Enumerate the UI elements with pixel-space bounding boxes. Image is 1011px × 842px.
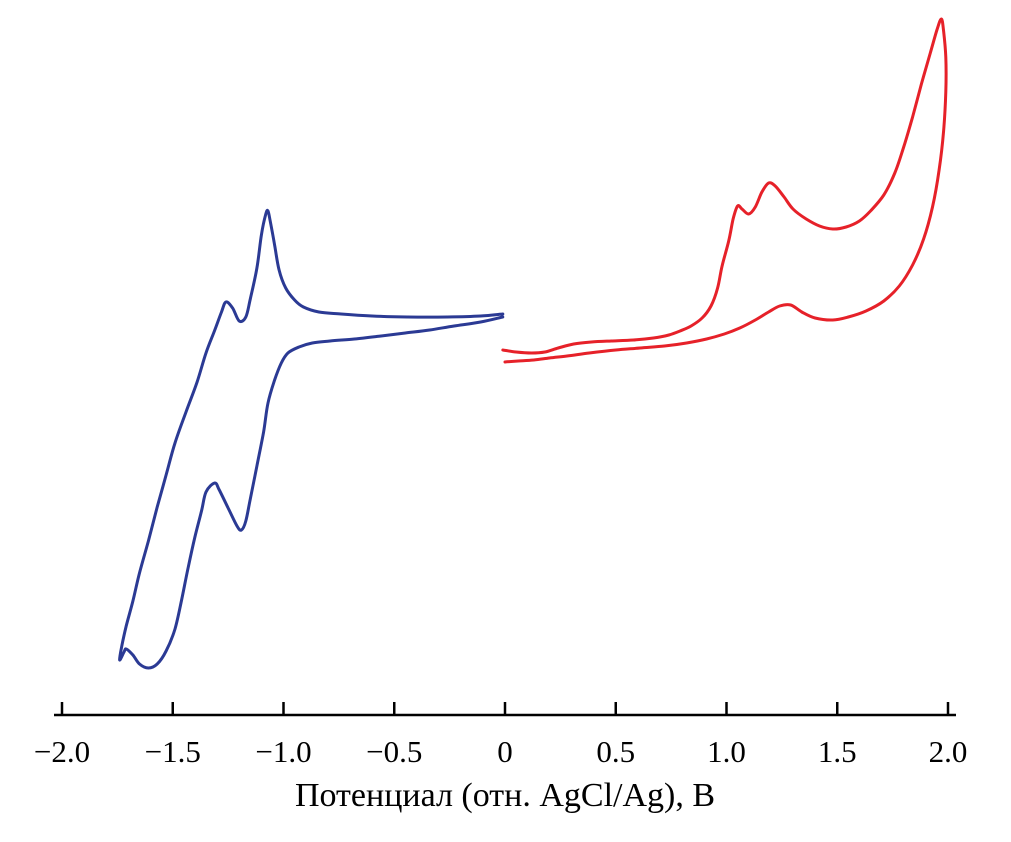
x-axis-group: −2.0 −1.5 −1.0 −0.5 0 0.5 1.0 1.5 2.0 (34, 702, 967, 769)
x-axis-tick-labels: −2.0 −1.5 −1.0 −0.5 0 0.5 1.0 1.5 2.0 (34, 734, 967, 769)
x-axis-title: Потенциал (отн. AgCl/Ag), В (295, 777, 715, 814)
curves-group (118, 17, 948, 670)
x-tick-label: −1.5 (145, 734, 201, 769)
x-tick-label: −1.0 (255, 734, 311, 769)
x-tick-label: −2.0 (34, 734, 90, 769)
x-axis-ticks (60, 702, 950, 715)
x-tick-label: 0 (497, 734, 513, 769)
x-tick-label: 0.5 (596, 734, 635, 769)
x-tick-label: −0.5 (366, 734, 422, 769)
x-tick-label: 2.0 (929, 734, 968, 769)
x-tick-label: 1.0 (707, 734, 746, 769)
x-tick-label: 1.5 (818, 734, 857, 769)
reduction-scan-blue-curve (118, 208, 505, 670)
oxidation-scan-red-curve (501, 17, 948, 364)
